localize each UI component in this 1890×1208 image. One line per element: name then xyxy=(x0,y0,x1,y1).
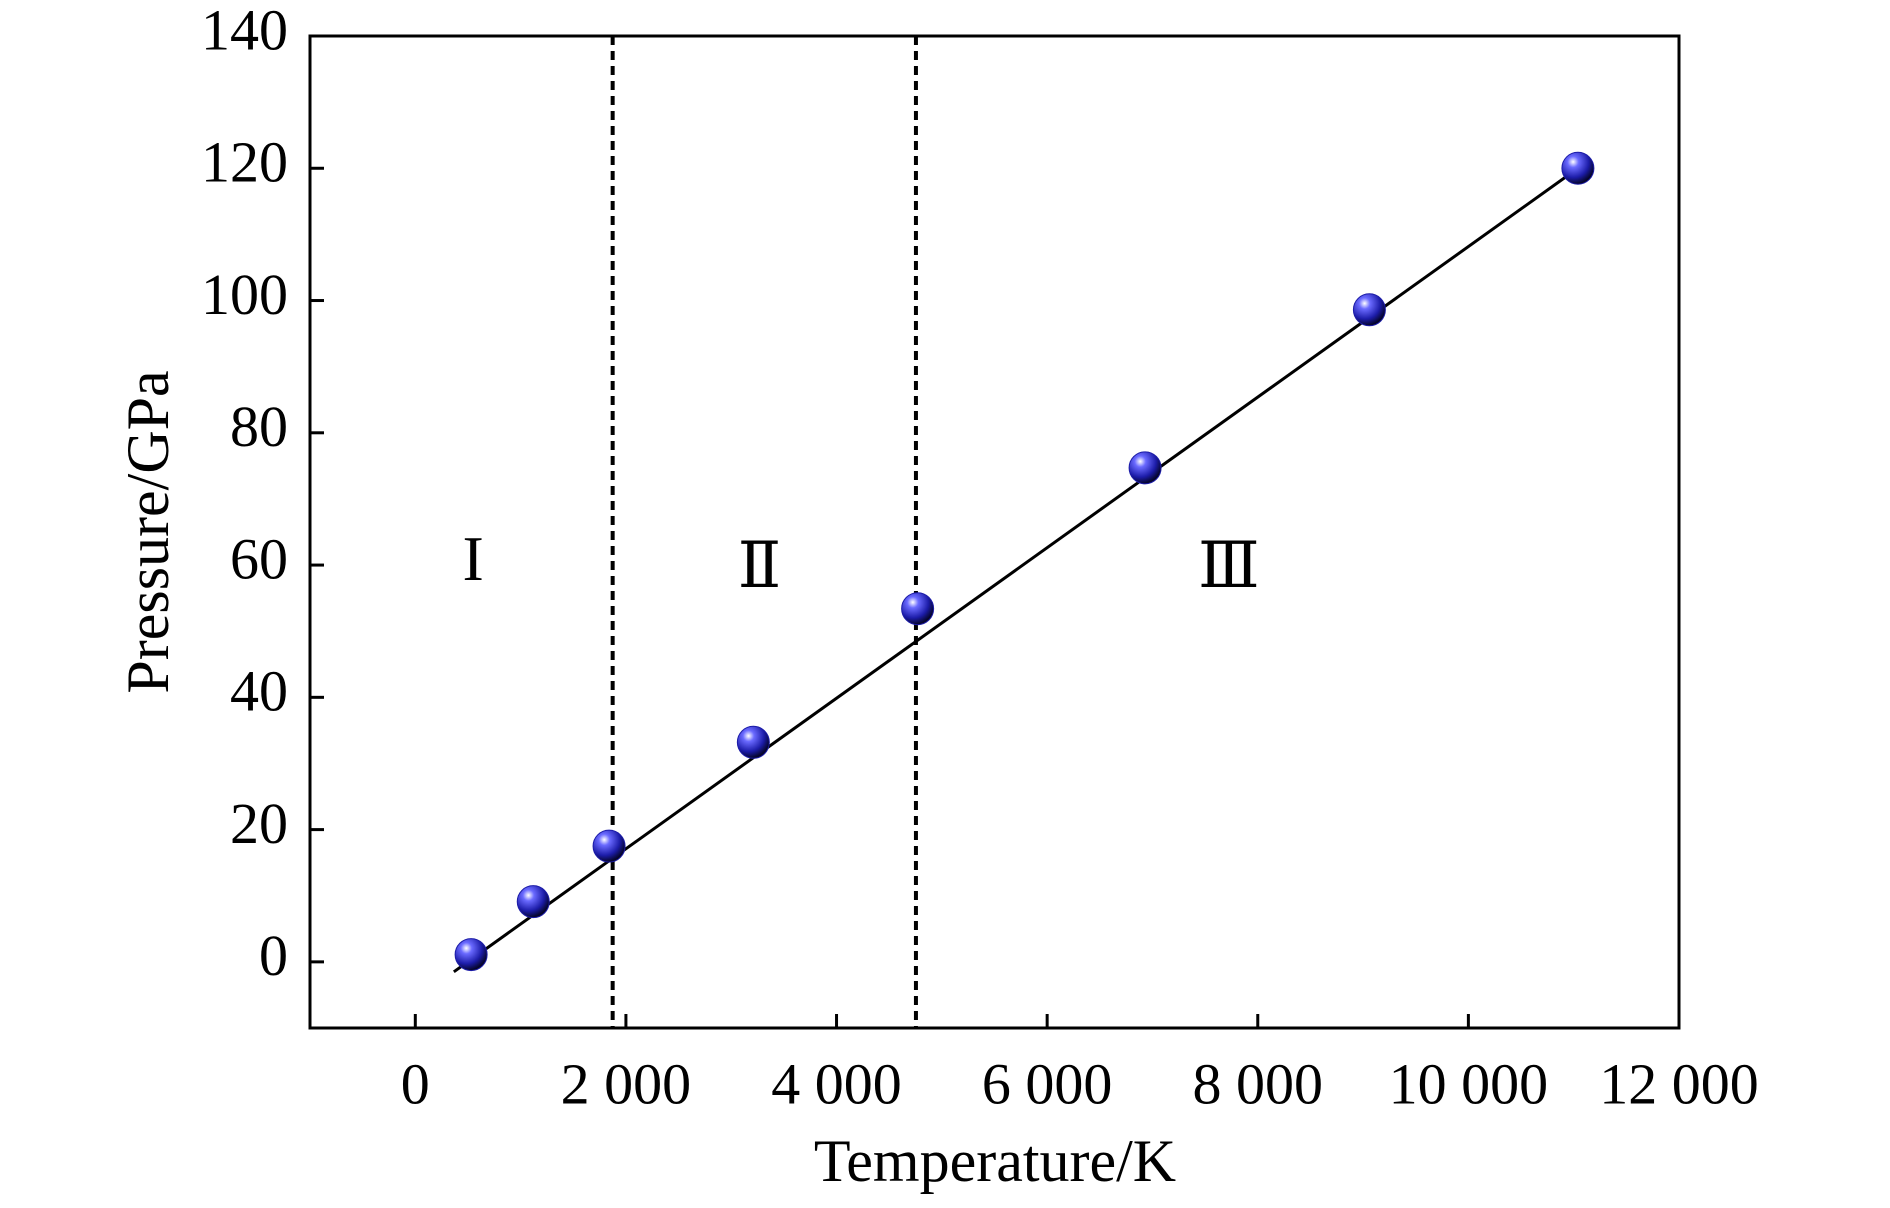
x-tick-label: 12 000 xyxy=(1599,1051,1759,1116)
x-tick-label: 8 000 xyxy=(1193,1051,1324,1116)
y-tick-label: 60 xyxy=(230,526,288,591)
y-tick-label: 40 xyxy=(230,659,288,724)
y-tick-label: 80 xyxy=(230,394,288,459)
data-point xyxy=(901,592,935,626)
region-label: I xyxy=(462,523,483,594)
region-label: Ⅲ xyxy=(1198,530,1260,601)
x-tick-label: 10 000 xyxy=(1389,1051,1549,1116)
data-point xyxy=(516,885,550,919)
data-point xyxy=(736,725,770,759)
x-tick-label: 4 000 xyxy=(771,1051,902,1116)
y-tick-label: 0 xyxy=(259,923,288,988)
y-tick-label: 20 xyxy=(230,791,288,856)
y-tick-label: 120 xyxy=(201,130,288,195)
y-axis-title: Pressure/GPa xyxy=(115,370,181,693)
x-axis-title: Temperature/K xyxy=(814,1128,1176,1194)
plot-frame xyxy=(308,34,1681,1030)
x-tick-label: 0 xyxy=(401,1051,430,1116)
fit-line xyxy=(452,167,1579,974)
data-point xyxy=(1128,451,1162,485)
region-label: Ⅱ xyxy=(738,530,782,601)
y-tick-label: 140 xyxy=(201,0,288,62)
data-point xyxy=(1352,293,1386,327)
y-tick-label: 100 xyxy=(201,262,288,327)
x-tick-label: 6 000 xyxy=(982,1051,1113,1116)
data-point xyxy=(454,938,488,972)
data-point xyxy=(592,829,626,863)
x-tick-label: 2 000 xyxy=(561,1051,692,1116)
data-point xyxy=(1561,151,1595,185)
